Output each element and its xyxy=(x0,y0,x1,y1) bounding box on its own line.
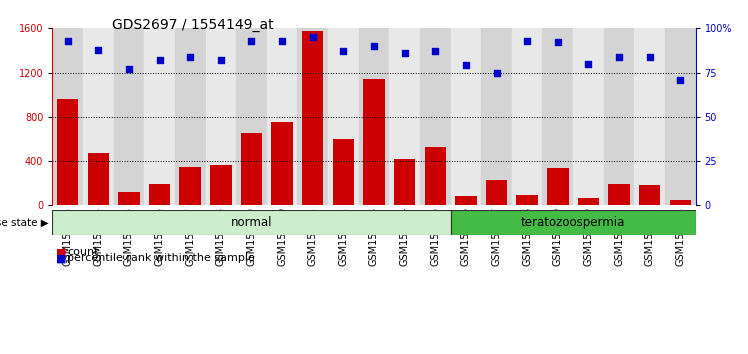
Text: percentile rank within the sample: percentile rank within the sample xyxy=(67,253,255,263)
Point xyxy=(307,34,319,40)
Bar xyxy=(359,28,389,205)
Point xyxy=(184,54,196,59)
Bar xyxy=(206,28,236,205)
Bar xyxy=(420,28,450,205)
Point xyxy=(92,47,104,52)
Bar xyxy=(516,195,538,205)
Bar xyxy=(114,28,144,205)
Text: normal: normal xyxy=(230,216,272,229)
Bar xyxy=(456,196,476,205)
Bar xyxy=(634,28,665,205)
Bar xyxy=(236,28,267,205)
Bar xyxy=(425,147,446,205)
Bar xyxy=(52,28,83,205)
Bar xyxy=(608,184,630,205)
Text: teratozoospermia: teratozoospermia xyxy=(521,216,625,229)
Bar xyxy=(144,28,175,205)
Point xyxy=(123,66,135,72)
Point xyxy=(215,57,227,63)
Bar xyxy=(450,210,696,235)
Point xyxy=(521,38,533,44)
Point xyxy=(460,63,472,68)
Bar xyxy=(512,28,542,205)
Bar xyxy=(333,139,354,205)
Bar xyxy=(573,28,604,205)
Bar xyxy=(241,133,263,205)
Bar xyxy=(302,30,323,205)
Bar xyxy=(175,28,206,205)
Bar xyxy=(577,198,599,205)
Bar xyxy=(298,28,328,205)
Point xyxy=(583,61,595,67)
Bar xyxy=(542,28,573,205)
Point xyxy=(675,77,687,82)
Text: ■: ■ xyxy=(56,253,67,263)
Bar xyxy=(267,28,298,205)
Bar xyxy=(669,200,691,205)
Point xyxy=(276,38,288,44)
Text: disease state ▶: disease state ▶ xyxy=(0,218,49,228)
Bar xyxy=(272,122,292,205)
Bar xyxy=(57,99,79,205)
Point xyxy=(399,50,411,56)
Bar xyxy=(485,180,507,205)
Text: ■: ■ xyxy=(56,247,67,257)
Point xyxy=(491,70,503,75)
Bar xyxy=(665,28,696,205)
Bar xyxy=(328,28,359,205)
Bar xyxy=(364,79,384,205)
Bar xyxy=(604,28,634,205)
Text: GDS2697 / 1554149_at: GDS2697 / 1554149_at xyxy=(112,18,274,32)
Bar xyxy=(83,28,114,205)
Bar xyxy=(118,192,140,205)
Point xyxy=(245,38,257,44)
Bar xyxy=(389,28,420,205)
Bar xyxy=(547,168,568,205)
Bar xyxy=(180,167,201,205)
Point xyxy=(644,54,656,59)
Bar xyxy=(52,210,450,235)
Point xyxy=(61,38,73,44)
Point xyxy=(368,43,380,49)
Bar xyxy=(450,28,481,205)
Bar xyxy=(88,153,109,205)
Bar xyxy=(639,185,660,205)
Point xyxy=(552,40,564,45)
Bar xyxy=(394,159,415,205)
Text: count: count xyxy=(67,247,99,257)
Point xyxy=(429,48,441,54)
Bar xyxy=(210,166,232,205)
Point xyxy=(153,57,165,63)
Point xyxy=(613,54,625,59)
Bar xyxy=(149,184,171,205)
Point xyxy=(337,48,349,54)
Bar xyxy=(481,28,512,205)
